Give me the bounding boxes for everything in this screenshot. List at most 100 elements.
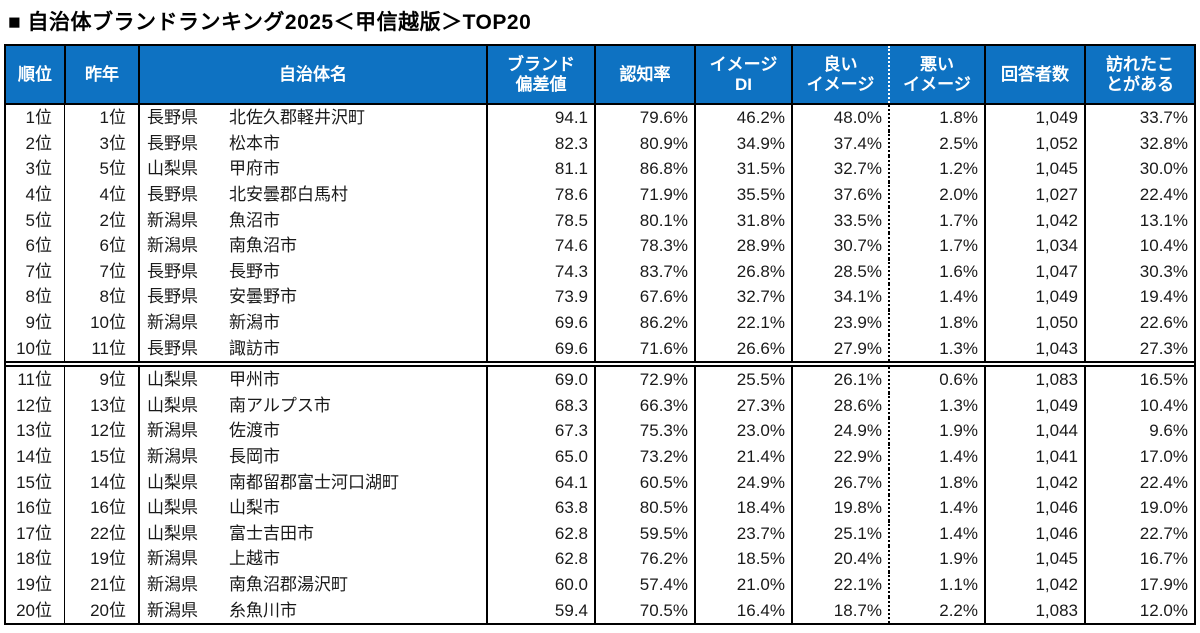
cell-image-di: 18.5%	[694, 546, 791, 572]
cell-visited: 19.4%	[1084, 284, 1194, 310]
cell-brand-score: 74.3	[486, 259, 594, 285]
cell-image-di: 26.8%	[694, 259, 791, 285]
cell-awareness: 73.2%	[594, 444, 694, 470]
cell-good-image: 22.9%	[791, 444, 888, 470]
cell-awareness: 86.8%	[594, 156, 694, 182]
city-label: 魚沼市	[229, 212, 280, 229]
city-label: 佐渡市	[229, 422, 280, 439]
cell-rank: 13位	[6, 418, 64, 444]
cell-bad-image: 1.6%	[888, 259, 984, 285]
cell-good-image: 18.7%	[791, 597, 888, 623]
cell-awareness: 59.5%	[594, 521, 694, 547]
cell-awareness: 75.3%	[594, 418, 694, 444]
cell-visited: 27.3%	[1084, 335, 1194, 361]
city-label: 松本市	[229, 135, 280, 152]
city-label: 山梨市	[229, 499, 280, 516]
cell-municipality: 山梨県 富士吉田市	[138, 521, 486, 547]
cell-image-di: 22.1%	[694, 310, 791, 336]
cell-municipality: 山梨県 甲州市	[138, 367, 486, 393]
cell-bad-image: 1.4%	[888, 521, 984, 547]
prefecture-label: 山梨県	[147, 397, 229, 414]
cell-respondents: 1,034	[984, 233, 1084, 259]
cell-visited: 19.0%	[1084, 495, 1194, 521]
cell-brand-score: 78.5	[486, 207, 594, 233]
city-label: 南都留郡富士河口湖町	[229, 474, 399, 491]
cell-municipality: 山梨県 甲府市	[138, 156, 486, 182]
prefecture-label: 山梨県	[147, 525, 229, 542]
table-row: 14位 15位 新潟県 長岡市 65.0 73.2% 21.4% 22.9% 1…	[6, 444, 1194, 470]
cell-good-image: 28.6%	[791, 393, 888, 419]
cell-good-image: 28.5%	[791, 259, 888, 285]
cell-rank: 20位	[6, 597, 64, 623]
cell-image-di: 23.0%	[694, 418, 791, 444]
cell-brand-score: 69.6	[486, 335, 594, 361]
cell-brand-score: 82.3	[486, 131, 594, 157]
cell-respondents: 1,083	[984, 597, 1084, 623]
table-row: 12位 13位 山梨県 南アルプス市 68.3 66.3% 27.3% 28.6…	[6, 393, 1194, 419]
cell-visited: 22.4%	[1084, 469, 1194, 495]
cell-last-year: 22位	[64, 521, 138, 547]
rows-block-top10: 1位 1位 長野県 北佐久郡軽井沢町 94.1 79.6% 46.2% 48.0…	[6, 105, 1194, 363]
ranking-table: 順位 昨年 自治体名 ブランド 偏差値 認知率 イメージ DI 良い イメージ …	[4, 44, 1196, 625]
cell-image-di: 32.7%	[694, 284, 791, 310]
cell-respondents: 1,083	[984, 367, 1084, 393]
cell-last-year: 15位	[64, 444, 138, 470]
cell-rank: 17位	[6, 521, 64, 547]
cell-visited: 22.4%	[1084, 182, 1194, 208]
cell-rank: 10位	[6, 335, 64, 361]
cell-brand-score: 63.8	[486, 495, 594, 521]
cell-municipality: 新潟県 新潟市	[138, 310, 486, 336]
cell-bad-image: 1.9%	[888, 418, 984, 444]
cell-municipality: 長野県 長野市	[138, 259, 486, 285]
cell-bad-image: 1.7%	[888, 233, 984, 259]
cell-last-year: 14位	[64, 469, 138, 495]
cell-brand-score: 65.0	[486, 444, 594, 470]
cell-last-year: 1位	[64, 105, 138, 131]
cell-awareness: 83.7%	[594, 259, 694, 285]
cell-municipality: 長野県 安曇野市	[138, 284, 486, 310]
cell-image-di: 16.4%	[694, 597, 791, 623]
cell-municipality: 長野県 諏訪市	[138, 335, 486, 361]
cell-municipality: 新潟県 上越市	[138, 546, 486, 572]
cell-visited: 16.5%	[1084, 367, 1194, 393]
cell-brand-score: 62.8	[486, 521, 594, 547]
cell-good-image: 30.7%	[791, 233, 888, 259]
cell-last-year: 20位	[64, 597, 138, 623]
cell-municipality: 新潟県 糸魚川市	[138, 597, 486, 623]
cell-rank: 3位	[6, 156, 64, 182]
cell-respondents: 1,049	[984, 393, 1084, 419]
cell-good-image: 22.1%	[791, 572, 888, 598]
cell-image-di: 35.5%	[694, 182, 791, 208]
cell-respondents: 1,049	[984, 284, 1084, 310]
cell-rank: 1位	[6, 105, 64, 131]
cell-good-image: 20.4%	[791, 546, 888, 572]
prefecture-label: 新潟県	[147, 576, 229, 593]
cell-visited: 22.6%	[1084, 310, 1194, 336]
cell-awareness: 71.9%	[594, 182, 694, 208]
cell-municipality: 新潟県 南魚沼市	[138, 233, 486, 259]
cell-visited: 30.0%	[1084, 156, 1194, 182]
prefecture-label: 長野県	[147, 288, 229, 305]
cell-visited: 30.3%	[1084, 259, 1194, 285]
cell-good-image: 26.1%	[791, 367, 888, 393]
cell-last-year: 11位	[64, 335, 138, 361]
cell-last-year: 2位	[64, 207, 138, 233]
cell-respondents: 1,027	[984, 182, 1084, 208]
cell-image-di: 31.8%	[694, 207, 791, 233]
cell-brand-score: 62.8	[486, 546, 594, 572]
header-awareness: 認知率	[594, 46, 694, 103]
cell-last-year: 9位	[64, 367, 138, 393]
cell-image-di: 31.5%	[694, 156, 791, 182]
cell-rank: 2位	[6, 131, 64, 157]
cell-respondents: 1,052	[984, 131, 1084, 157]
cell-brand-score: 81.1	[486, 156, 594, 182]
cell-image-di: 25.5%	[694, 367, 791, 393]
cell-respondents: 1,049	[984, 105, 1084, 131]
table-row: 11位 9位 山梨県 甲州市 69.0 72.9% 25.5% 26.1% 0.…	[6, 367, 1194, 393]
cell-last-year: 3位	[64, 131, 138, 157]
cell-respondents: 1,044	[984, 418, 1084, 444]
table-row: 6位 6位 新潟県 南魚沼市 74.6 78.3% 28.9% 30.7% 1.…	[6, 233, 1194, 259]
cell-brand-score: 67.3	[486, 418, 594, 444]
cell-awareness: 67.6%	[594, 284, 694, 310]
cell-visited: 9.6%	[1084, 418, 1194, 444]
